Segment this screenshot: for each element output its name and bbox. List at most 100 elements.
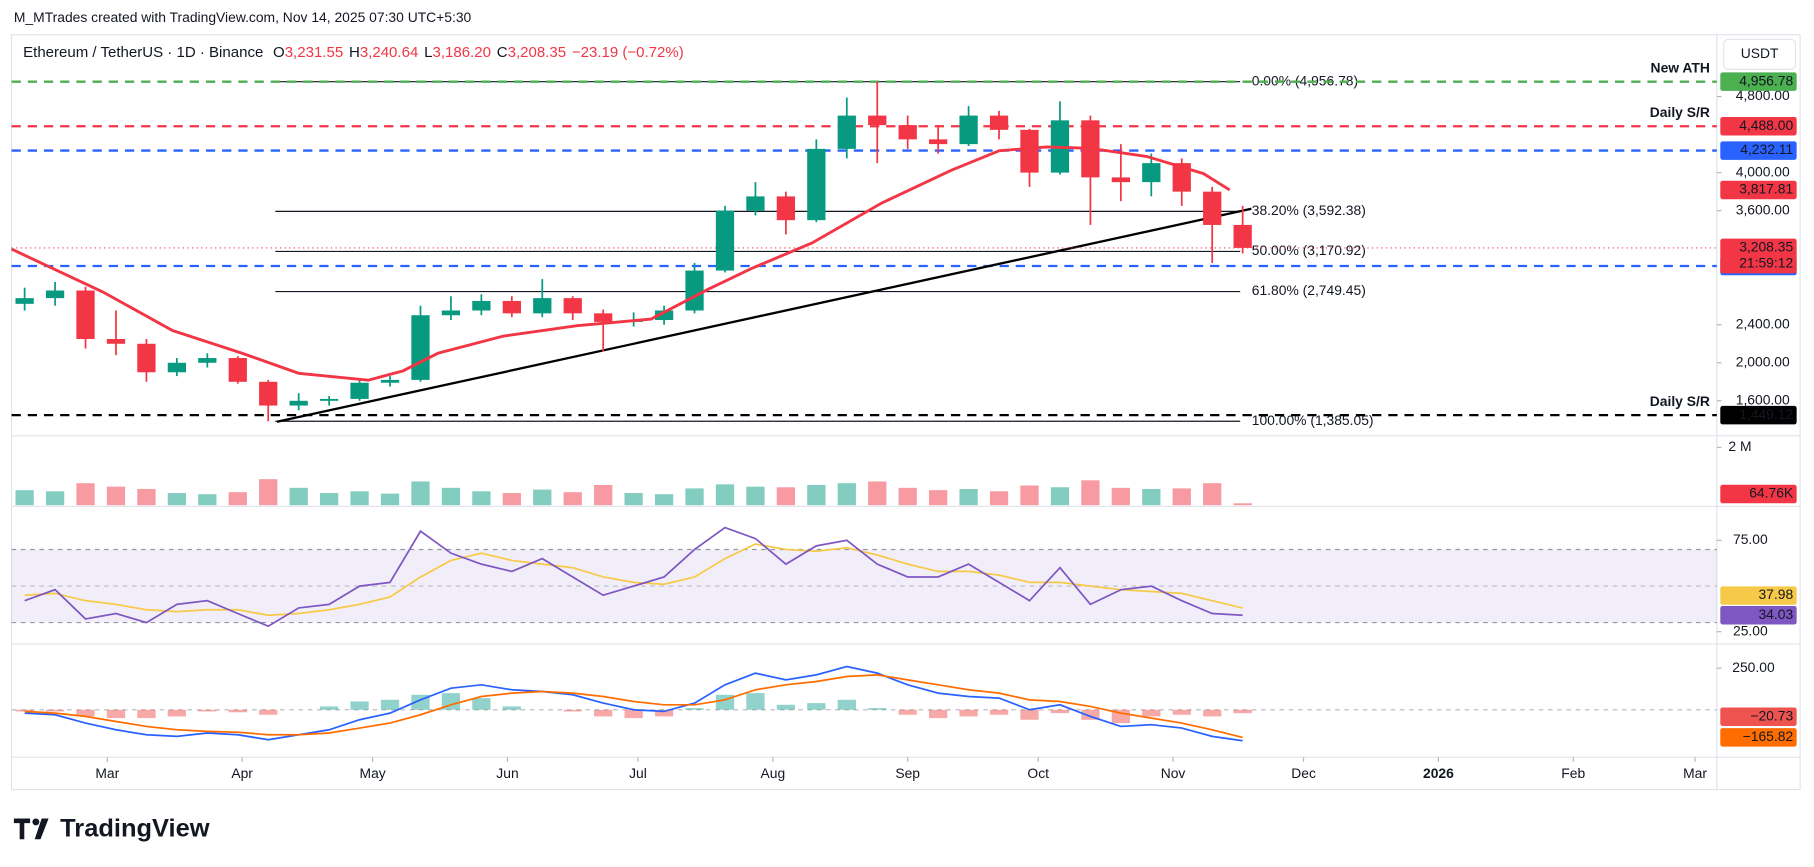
volume-bar (45, 491, 65, 506)
brand-logo (13, 818, 49, 840)
macd-histogram-bar (989, 709, 1009, 715)
level-tag (1720, 72, 1797, 91)
x-tick-label: Aug (761, 765, 786, 781)
brand: TradingView (60, 815, 210, 843)
x-tick-label: Oct (1027, 765, 1049, 781)
macd-histogram-bar (807, 703, 826, 710)
level-tag-label: 4,232.11 (1740, 141, 1793, 157)
candle-body (106, 339, 126, 344)
volume-bar (228, 492, 247, 506)
x-tick-label: Mar (1683, 765, 1707, 781)
ohlc-key: H (349, 44, 360, 61)
macd-line (24, 665, 1243, 742)
macd-histogram-bar (837, 699, 856, 710)
volume-bar (259, 479, 278, 506)
candle-body (868, 115, 887, 126)
macd-histogram-bar (776, 704, 796, 710)
volume-bar (715, 484, 735, 506)
macd-histogram-bar (929, 709, 948, 719)
ohlc-legend: O3,231.55 H3,240.64 L3,186.20 C3,208.35 −23.… (273, 44, 684, 61)
candle-body (198, 358, 217, 363)
volume-bar (1233, 503, 1252, 506)
fib-label: 50.00% (3,170.92) (1252, 242, 1366, 258)
level-tag-label: 4,488.00 (1739, 117, 1793, 133)
volume-bar (868, 481, 887, 506)
macd-histogram-bar (319, 706, 339, 710)
volume-bar (989, 491, 1009, 506)
histogram-tag-label: −20.73 (1750, 707, 1793, 723)
volume-bar (1020, 485, 1039, 506)
volume-bar (1081, 480, 1100, 506)
level-tag (1720, 116, 1797, 136)
candle-body (76, 290, 95, 340)
macd-histogram-bar (654, 709, 674, 717)
macd-histogram-bar (685, 708, 704, 710)
level-tag (1720, 405, 1797, 425)
candle-body (137, 343, 156, 373)
candle-body (1020, 129, 1039, 173)
y-tick-label: 2,400.00 (1736, 315, 1790, 331)
fib-label: 61.80% (2,749.45) (1252, 282, 1366, 298)
candle-body (380, 379, 400, 383)
macd-histogram-bar (1203, 709, 1222, 717)
candle-body (502, 300, 521, 314)
macd-histogram-bar (1081, 709, 1100, 720)
volume-bar (959, 488, 978, 506)
level-note: Daily S/R (1650, 393, 1710, 409)
volume-bar (1050, 487, 1070, 506)
ohlc-key: O (273, 44, 285, 61)
currency[interactable]: USDT (1741, 45, 1779, 61)
candle-body (807, 148, 826, 221)
volume-bar (594, 484, 613, 506)
macd-histogram-bar (259, 709, 278, 715)
level-note: Daily S/R (1650, 104, 1710, 120)
macd-histogram-bar (228, 709, 247, 713)
macd-histogram-bar (746, 693, 765, 710)
macd-histogram-bar (350, 701, 369, 710)
fib-label: 0.00% (4,956.78) (1252, 72, 1358, 88)
candle-body (929, 139, 948, 145)
moving-average (10, 145, 1231, 382)
currency-button[interactable] (1723, 38, 1797, 70)
level-tag-label: 1,449.12 (1739, 406, 1793, 422)
ohlc-value: 3,231.55 (285, 44, 343, 61)
candle-body (685, 270, 704, 311)
macd-histogram-bar (624, 709, 643, 719)
volume-bar (807, 484, 826, 506)
chart-frame (10, 34, 1801, 791)
candle-body (319, 398, 339, 401)
volume-bar (837, 483, 856, 506)
level-note: New ATH (1651, 60, 1710, 76)
macd-histogram-bar (898, 709, 917, 715)
candle-body (1233, 224, 1252, 248)
x-tick-label: Apr (231, 765, 253, 781)
volume-bar (15, 490, 34, 506)
volume-bar (898, 487, 917, 506)
macd-histogram-bar (1142, 709, 1161, 717)
volume-bar (198, 494, 217, 506)
ma-tag (1720, 180, 1797, 200)
candle-body (472, 300, 491, 311)
volume-bar (167, 493, 187, 506)
x-tick-label: Jun (496, 765, 518, 781)
macd-histogram-bar (76, 709, 95, 717)
x-tick-label: May (360, 765, 386, 781)
candle-body (898, 125, 917, 140)
attribution: M_MTrades created with TradingView.com, … (14, 9, 472, 25)
price-tag-label: 3,208.35 (1739, 239, 1793, 255)
ohlc-value: 3,186.20 (432, 44, 490, 61)
y-tick-label: 3,600.00 (1736, 201, 1790, 217)
x-tick-label: Sep (895, 765, 920, 781)
rsi-tick-label: 25.00 (1733, 622, 1768, 638)
macd-histogram-bar (1172, 709, 1191, 715)
macd-histogram-bar (167, 709, 187, 717)
candle-body (1172, 163, 1191, 192)
macd-histogram-bar (137, 709, 156, 719)
candle-body (411, 315, 430, 380)
volume-bar (472, 491, 491, 506)
x-tick-label: Mar (95, 765, 119, 781)
trendline (276, 207, 1252, 423)
countdown: 21:59:12 (1739, 255, 1793, 271)
rsi-ma-tag-label: 37.98 (1758, 586, 1793, 602)
